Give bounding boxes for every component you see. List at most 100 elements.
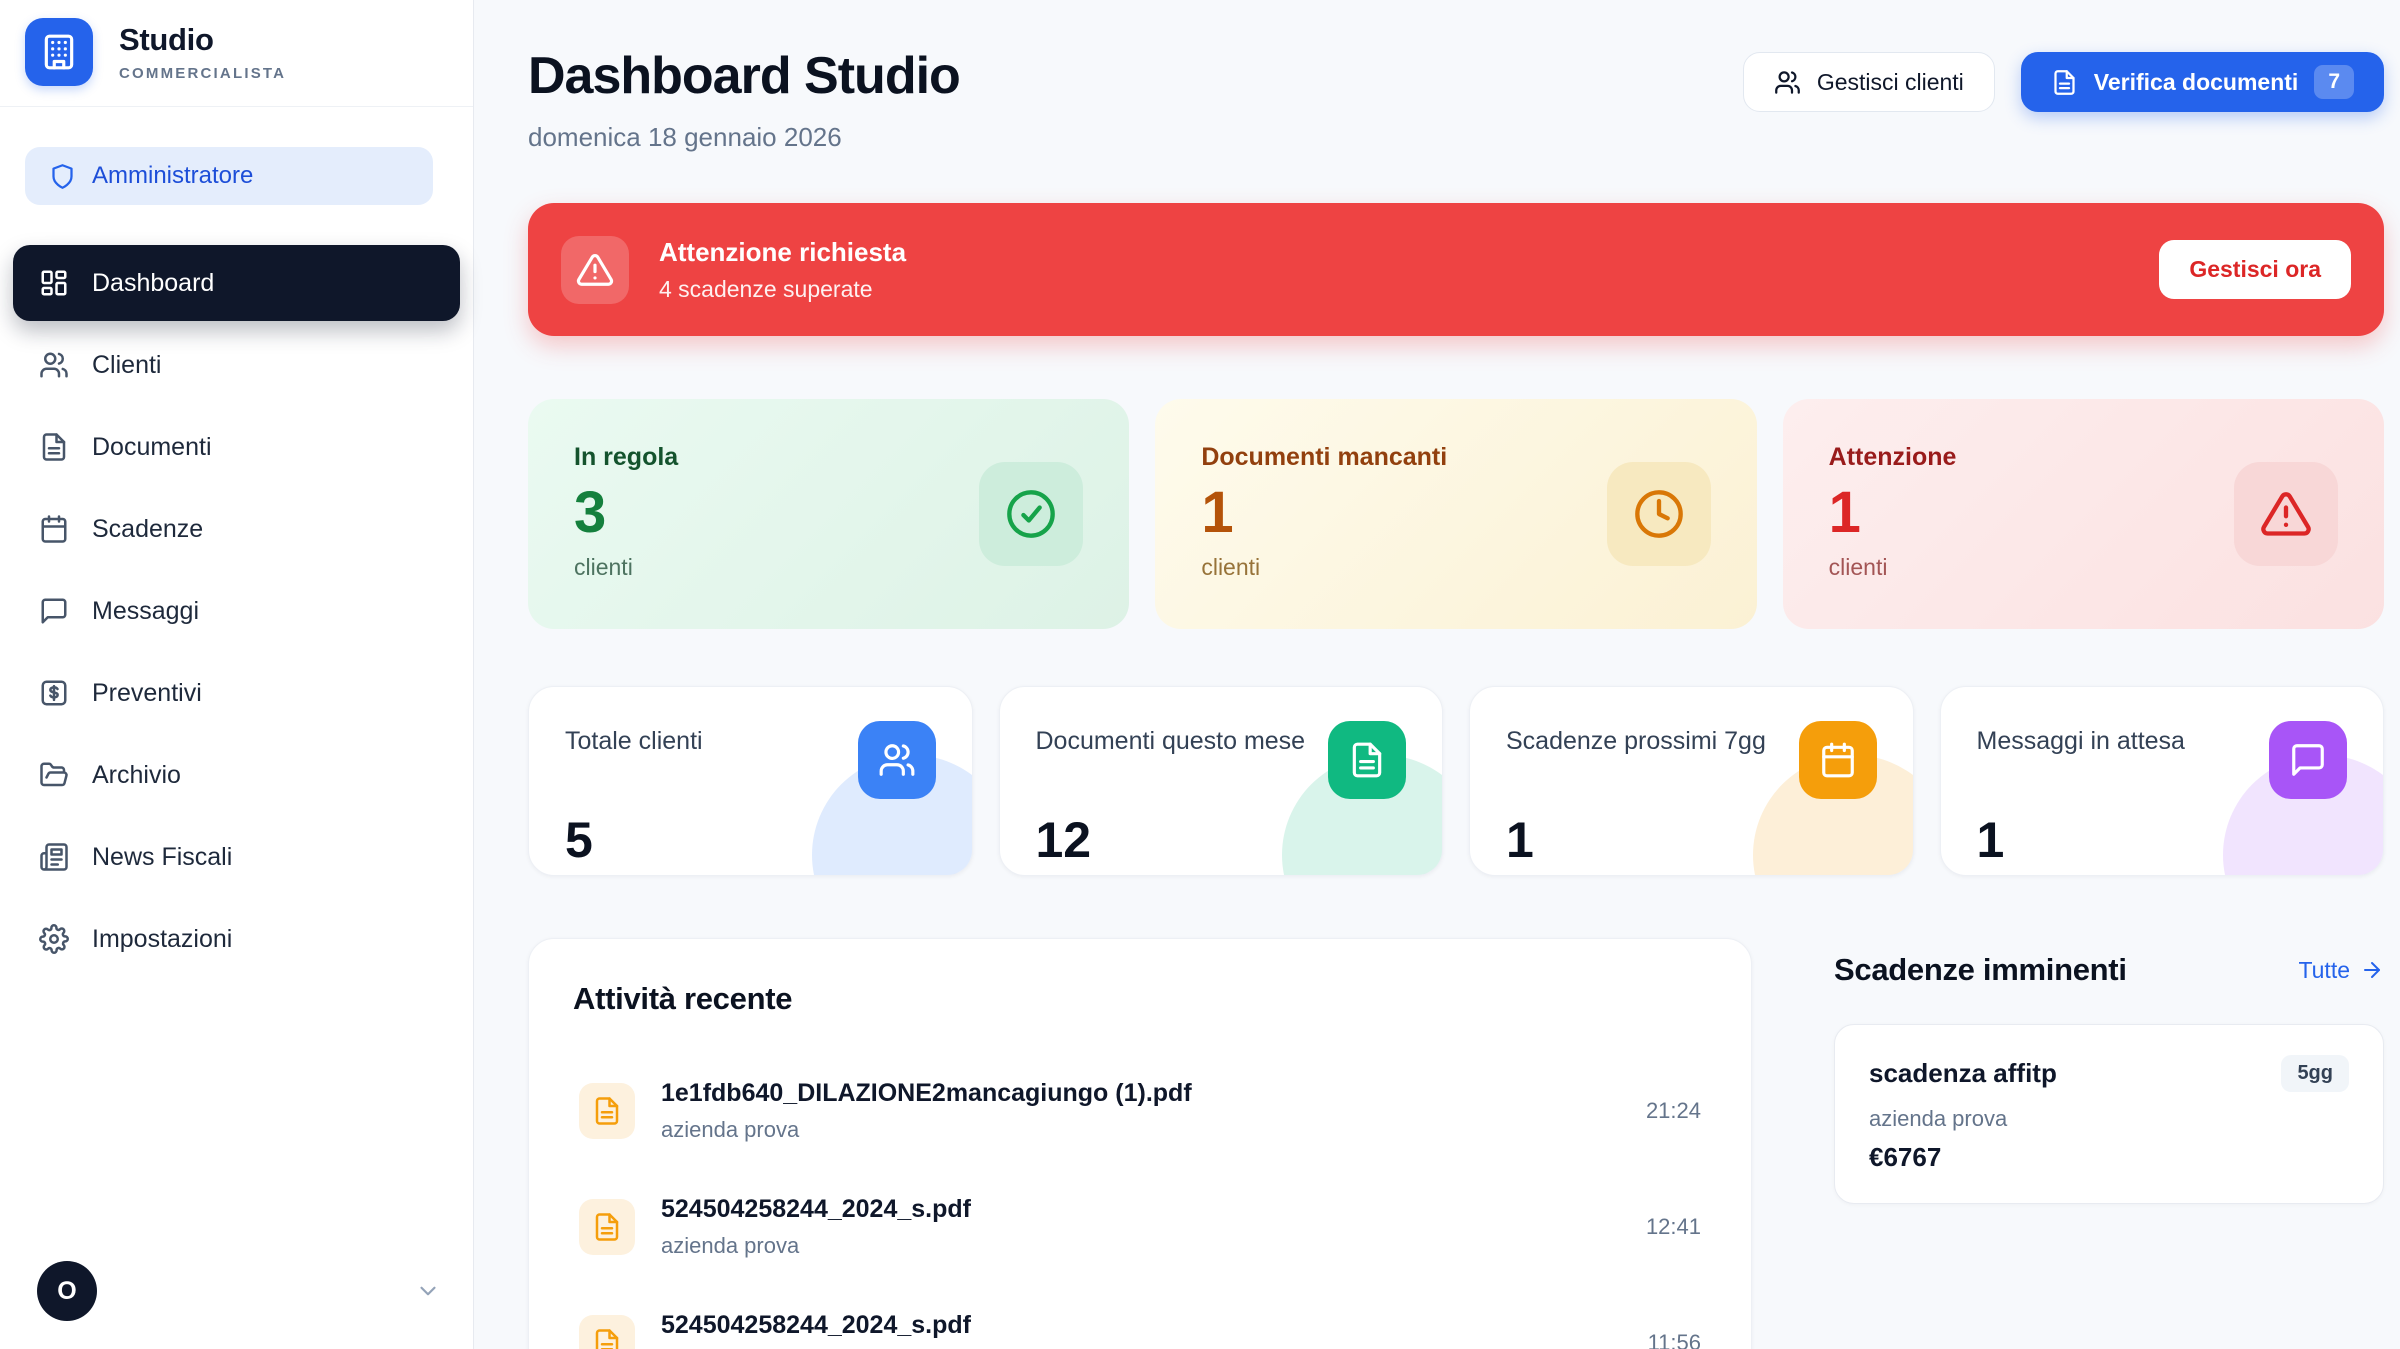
sidebar-item-label: Scadenze: [92, 514, 204, 543]
sidebar-item-impostazioni[interactable]: Impostazioni: [13, 901, 460, 977]
status-value: 1: [1828, 480, 1861, 545]
sidebar: Studio COMMERCIALISTA Amministratore Das…: [0, 0, 474, 1349]
sidebar-item-news-fiscali[interactable]: News Fiscali: [13, 819, 460, 895]
stat-label: Scadenze prossimi 7gg: [1506, 727, 1766, 755]
upcoming-deadlines-panel: Scadenze imminenti Tutte scadenza affitp…: [1834, 938, 2384, 1349]
manage-now-button[interactable]: Gestisci ora: [2159, 240, 2351, 299]
sidebar-item-label: Messaggi: [92, 596, 199, 625]
sidebar-item-label: Impostazioni: [92, 924, 233, 953]
file-icon: [1328, 721, 1406, 799]
sidebar-item-preventivi[interactable]: Preventivi: [13, 655, 460, 731]
role-label: Amministratore: [92, 162, 254, 189]
status-label: Documenti mancanti: [1201, 443, 1448, 471]
chat-icon: [39, 596, 69, 626]
status-value: 3: [574, 480, 607, 545]
activity-file-name: 1e1fdb640_DILAZIONE2mancagiungo (1).pdf: [661, 1079, 1192, 1107]
building-icon: [25, 18, 93, 86]
stat-value: 5: [565, 812, 593, 868]
calendar-icon: [39, 514, 69, 544]
activity-file-name: 524504258244_2024_s.pdf: [661, 1311, 971, 1339]
status-card-attenzione: Attenzione 1 clienti: [1782, 399, 2384, 629]
arrow-right-icon: [2360, 958, 2384, 982]
user-menu[interactable]: O: [0, 1239, 473, 1349]
stat-label: Messaggi in attesa: [1976, 727, 2185, 755]
page-date: domenica 18 gennaio 2026: [528, 122, 842, 152]
deadline-amount: €6767: [1869, 1142, 1942, 1172]
file-icon: [39, 432, 69, 462]
file-icon: [579, 1199, 635, 1255]
activity-row[interactable]: 1e1fdb640_DILAZIONE2mancagiungo (1).pdf …: [573, 1053, 1707, 1169]
status-label: In regola: [574, 443, 679, 471]
dollar-square-icon: [39, 678, 69, 708]
alert-subtitle: 4 scadenze superate: [659, 275, 873, 302]
activity-row[interactable]: 524504258244_2024_s.pdf azienda prova 12…: [573, 1169, 1707, 1285]
alert-triangle-icon: [561, 235, 629, 304]
status-unit: clienti: [574, 554, 633, 580]
sidebar-item-messaggi[interactable]: Messaggi: [13, 573, 460, 649]
sidebar-nav: Dashboard Clienti Documenti Scadenze Mes…: [0, 233, 473, 1239]
stat-card-scadenze-7gg: Scadenze prossimi 7gg 1: [1469, 686, 1914, 876]
activity-time: 11:56: [1647, 1330, 1701, 1349]
alert-triangle-icon: [2233, 462, 2338, 566]
deadline-days-badge: 5gg: [2281, 1055, 2349, 1092]
verify-documents-badge: 7: [2314, 65, 2354, 99]
stat-value: 12: [1035, 812, 1092, 868]
page-header: Dashboard Studio domenica 18 gennaio 202…: [528, 46, 2384, 153]
stat-label: Totale clienti: [565, 727, 703, 755]
chevron-down-icon: [415, 1278, 441, 1304]
layout-dashboard-icon: [39, 268, 69, 298]
recent-activity-title: Attività recente: [573, 981, 793, 1016]
verify-documents-button[interactable]: Verifica documenti 7: [2020, 52, 2384, 112]
manage-clients-label: Gestisci clienti: [1816, 68, 1964, 95]
status-value: 1: [1201, 480, 1234, 545]
sidebar-item-label: News Fiscali: [92, 842, 233, 871]
calendar-icon: [1798, 721, 1877, 799]
status-card-in-regola: In regola 3 clienti: [528, 399, 1130, 629]
deadlines-see-all-label: Tutte: [2298, 956, 2350, 983]
users-icon: [1774, 69, 1801, 96]
newspaper-icon: [39, 842, 69, 872]
activity-client: azienda prova: [661, 1233, 800, 1258]
sidebar-item-dashboard[interactable]: Dashboard: [13, 245, 460, 321]
deadline-card[interactable]: scadenza affitp 5gg azienda prova €6767: [1834, 1024, 2384, 1204]
sidebar-item-label: Archivio: [92, 760, 181, 789]
app-title: Studio: [119, 22, 214, 57]
app-logo: Studio COMMERCIALISTA: [0, 0, 473, 107]
stat-value: 1: [1976, 812, 2005, 868]
folder-icon: [39, 760, 69, 790]
alert-banner: Attenzione richiesta 4 scadenze superate…: [528, 203, 2384, 336]
alert-title: Attenzione richiesta: [659, 236, 907, 267]
status-unit: clienti: [1201, 554, 1261, 580]
users-icon: [857, 721, 936, 799]
sidebar-item-archivio[interactable]: Archivio: [13, 737, 460, 813]
stat-cards: Totale clienti 5 Documenti questo mese 1…: [528, 686, 2384, 876]
stat-value: 1: [1506, 812, 1534, 868]
shield-icon: [49, 163, 76, 190]
stat-card-totale-clienti: Totale clienti 5: [528, 686, 973, 876]
deadlines-see-all-link[interactable]: Tutte: [2298, 957, 2384, 984]
main-content: Dashboard Studio domenica 18 gennaio 202…: [474, 0, 2400, 1349]
stat-label: Documenti questo mese: [1035, 727, 1306, 755]
deadlines-title: Scadenze imminenti: [1834, 952, 2127, 987]
activity-client: azienda prova: [661, 1117, 800, 1142]
sidebar-item-scadenze[interactable]: Scadenze: [13, 491, 460, 567]
users-icon: [39, 350, 69, 380]
sidebar-item-clienti[interactable]: Clienti: [13, 327, 460, 403]
sidebar-item-documenti[interactable]: Documenti: [13, 409, 460, 485]
chat-icon: [2269, 721, 2347, 799]
verify-documents-label: Verifica documenti: [2093, 68, 2299, 95]
status-card-documenti-mancanti: Documenti mancanti 1 clienti: [1155, 399, 1757, 629]
file-icon: [579, 1315, 635, 1349]
sidebar-item-label: Clienti: [92, 350, 162, 379]
activity-row[interactable]: 524504258244_2024_s.pdf azienda prova 11…: [573, 1285, 1707, 1349]
manage-clients-button[interactable]: Gestisci clienti: [1742, 52, 1995, 112]
file-icon: [579, 1083, 635, 1139]
status-unit: clienti: [1828, 554, 1888, 580]
recent-activity-panel: Attività recente 1e1fdb640_DILAZIONE2man…: [528, 938, 1752, 1349]
deadline-client: azienda prova: [1869, 1106, 2008, 1131]
role-badge-amministratore[interactable]: Amministratore: [25, 147, 433, 205]
page-title: Dashboard Studio: [528, 47, 961, 105]
activity-time: 12:41: [1645, 1214, 1701, 1239]
sidebar-item-label: Dashboard: [92, 268, 215, 297]
activity-time: 21:24: [1645, 1098, 1701, 1123]
